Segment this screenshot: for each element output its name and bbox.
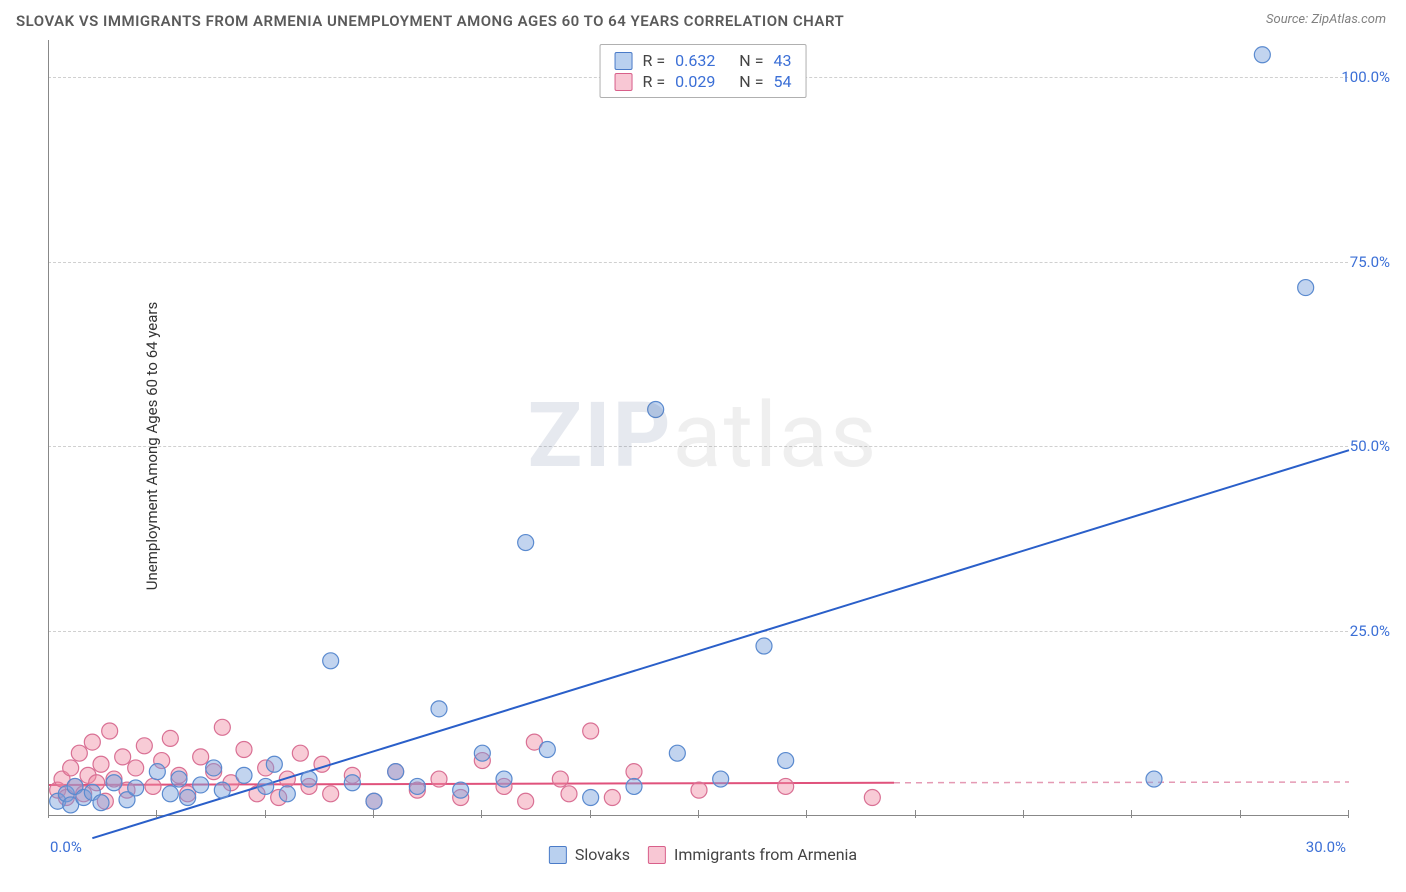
- chart-title: SLOVAK VS IMMIGRANTS FROM ARMENIA UNEMPL…: [16, 12, 844, 30]
- y-tick-label: 75.0%: [1350, 253, 1390, 271]
- x-tick-end: 30.0%: [1306, 838, 1346, 856]
- bottom-legend: Slovaks Immigrants from Armenia: [549, 845, 857, 864]
- stats-row-armenia: R = 0.029 N = 54: [615, 72, 792, 91]
- plot-area: [48, 40, 1348, 816]
- swatch-pink: [615, 73, 633, 91]
- legend-item-armenia: Immigrants from Armenia: [648, 845, 857, 864]
- x-tick-start: 0.0%: [50, 838, 82, 856]
- y-tick-label: 25.0%: [1350, 622, 1390, 640]
- swatch-blue-icon: [549, 846, 567, 864]
- swatch-pink-icon: [648, 846, 666, 864]
- source-label: Source: ZipAtlas.com: [1266, 12, 1386, 27]
- y-tick-label: 50.0%: [1350, 437, 1390, 455]
- chart-container: SLOVAK VS IMMIGRANTS FROM ARMENIA UNEMPL…: [0, 0, 1406, 892]
- legend-item-slovaks: Slovaks: [549, 845, 630, 864]
- swatch-blue: [615, 52, 633, 70]
- y-tick-label: 100.0%: [1341, 68, 1390, 86]
- stats-legend-box: R = 0.632 N = 43 R = 0.029 N = 54: [600, 44, 807, 98]
- scatter-plot: [49, 40, 1348, 815]
- stats-row-slovaks: R = 0.632 N = 43: [615, 51, 792, 70]
